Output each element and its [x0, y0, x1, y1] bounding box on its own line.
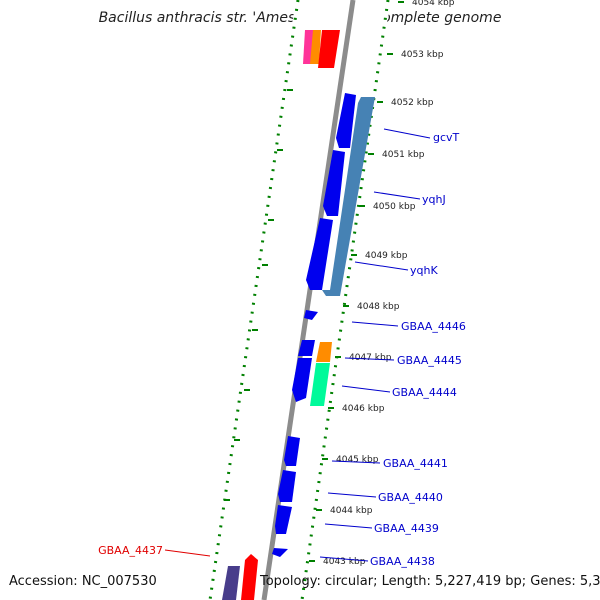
gene-label[interactable]: GBAA_4444 [392, 386, 457, 399]
gc-track-inner [300, 0, 390, 600]
gene-leader-line [373, 191, 421, 200]
gene-label[interactable]: yqhK [410, 264, 438, 277]
cds-4438 [272, 548, 288, 557]
gene-leader-line [324, 523, 373, 529]
feature-purple [222, 566, 240, 600]
cds-4446 [304, 310, 318, 320]
gene-labels: gcvT yqhJ yqhK GBAA_4446 GBAA_4445 GBAA_4444 G… [98, 128, 466, 568]
gene-label[interactable]: GBAA_4441 [383, 457, 448, 470]
gene-label[interactable]: GBAA_4445 [397, 354, 462, 367]
cds-yqhK [306, 218, 333, 290]
gene-label[interactable]: GBAA_4439 [374, 522, 439, 535]
cds-4440 [278, 470, 296, 502]
map-band [196, 0, 392, 600]
gene-leader-line [319, 556, 369, 562]
gene-leader-line [331, 460, 381, 464]
cds-4444 [292, 358, 312, 402]
kbp-tick-label: 4044 kbp [330, 506, 373, 516]
kbp-tick-label: 4054 kbp [412, 0, 455, 8]
gc-dashes [224, 89, 293, 501]
feature-red-bottom [241, 554, 258, 600]
cds-4441 [284, 436, 300, 466]
kbp-tick-label: 4051 kbp [382, 150, 425, 160]
gene-label[interactable]: GBAA_4438 [370, 555, 435, 568]
gene-label[interactable]: GBAA_4437 [98, 544, 163, 557]
gene-leader-line [344, 357, 395, 361]
cds-reverse-long [322, 97, 375, 296]
gene-leader-line [164, 549, 211, 557]
kbp-tick-label: 4043 kbp [323, 557, 366, 567]
cds-forward-group [272, 93, 356, 557]
kbp-tick-label: 4050 kbp [373, 202, 416, 212]
kbp-tick-label: 4045 kbp [336, 455, 379, 465]
gene-label[interactable]: gcvT [433, 131, 460, 144]
cds-gcvT [336, 93, 356, 148]
kbp-tick-label: 4049 kbp [365, 251, 408, 261]
gene-label[interactable]: yqhJ [422, 193, 446, 206]
kbp-tick-label: 4053 kbp [401, 50, 444, 60]
kbp-tick-label: 4046 kbp [342, 404, 385, 414]
gene-leader-line [383, 128, 431, 139]
backbone [261, 0, 356, 600]
gene-leader-line [351, 321, 399, 327]
feature-red-top [318, 30, 340, 68]
kbp-tick-label: 4048 kbp [357, 302, 400, 312]
accession-label: Accession: NC_007530 [9, 574, 157, 589]
genome-summary: Topology: circular; Length: 5,227,419 bp… [260, 574, 600, 589]
cds-4439 [275, 505, 292, 534]
gene-label[interactable]: GBAA_4446 [401, 320, 466, 333]
kbp-tick-label: 4052 kbp [391, 98, 434, 108]
kbp-tick-label: 4047 kbp [349, 353, 392, 363]
feature-orange-top [310, 30, 321, 64]
feature-trna [316, 342, 332, 362]
cds-4445 [298, 340, 315, 356]
gene-leader-line [341, 385, 391, 393]
gene-leader-line [354, 261, 409, 271]
kbp-ticks: 4054 kbp 4053 kbp 4052 kbp 4051 kbp 4050 kbp… [309, 0, 455, 567]
gene-leader-line [327, 492, 377, 498]
cds-yqhJ [323, 150, 345, 216]
feature-rrna [310, 363, 330, 406]
gene-label[interactable]: GBAA_4440 [378, 491, 443, 504]
